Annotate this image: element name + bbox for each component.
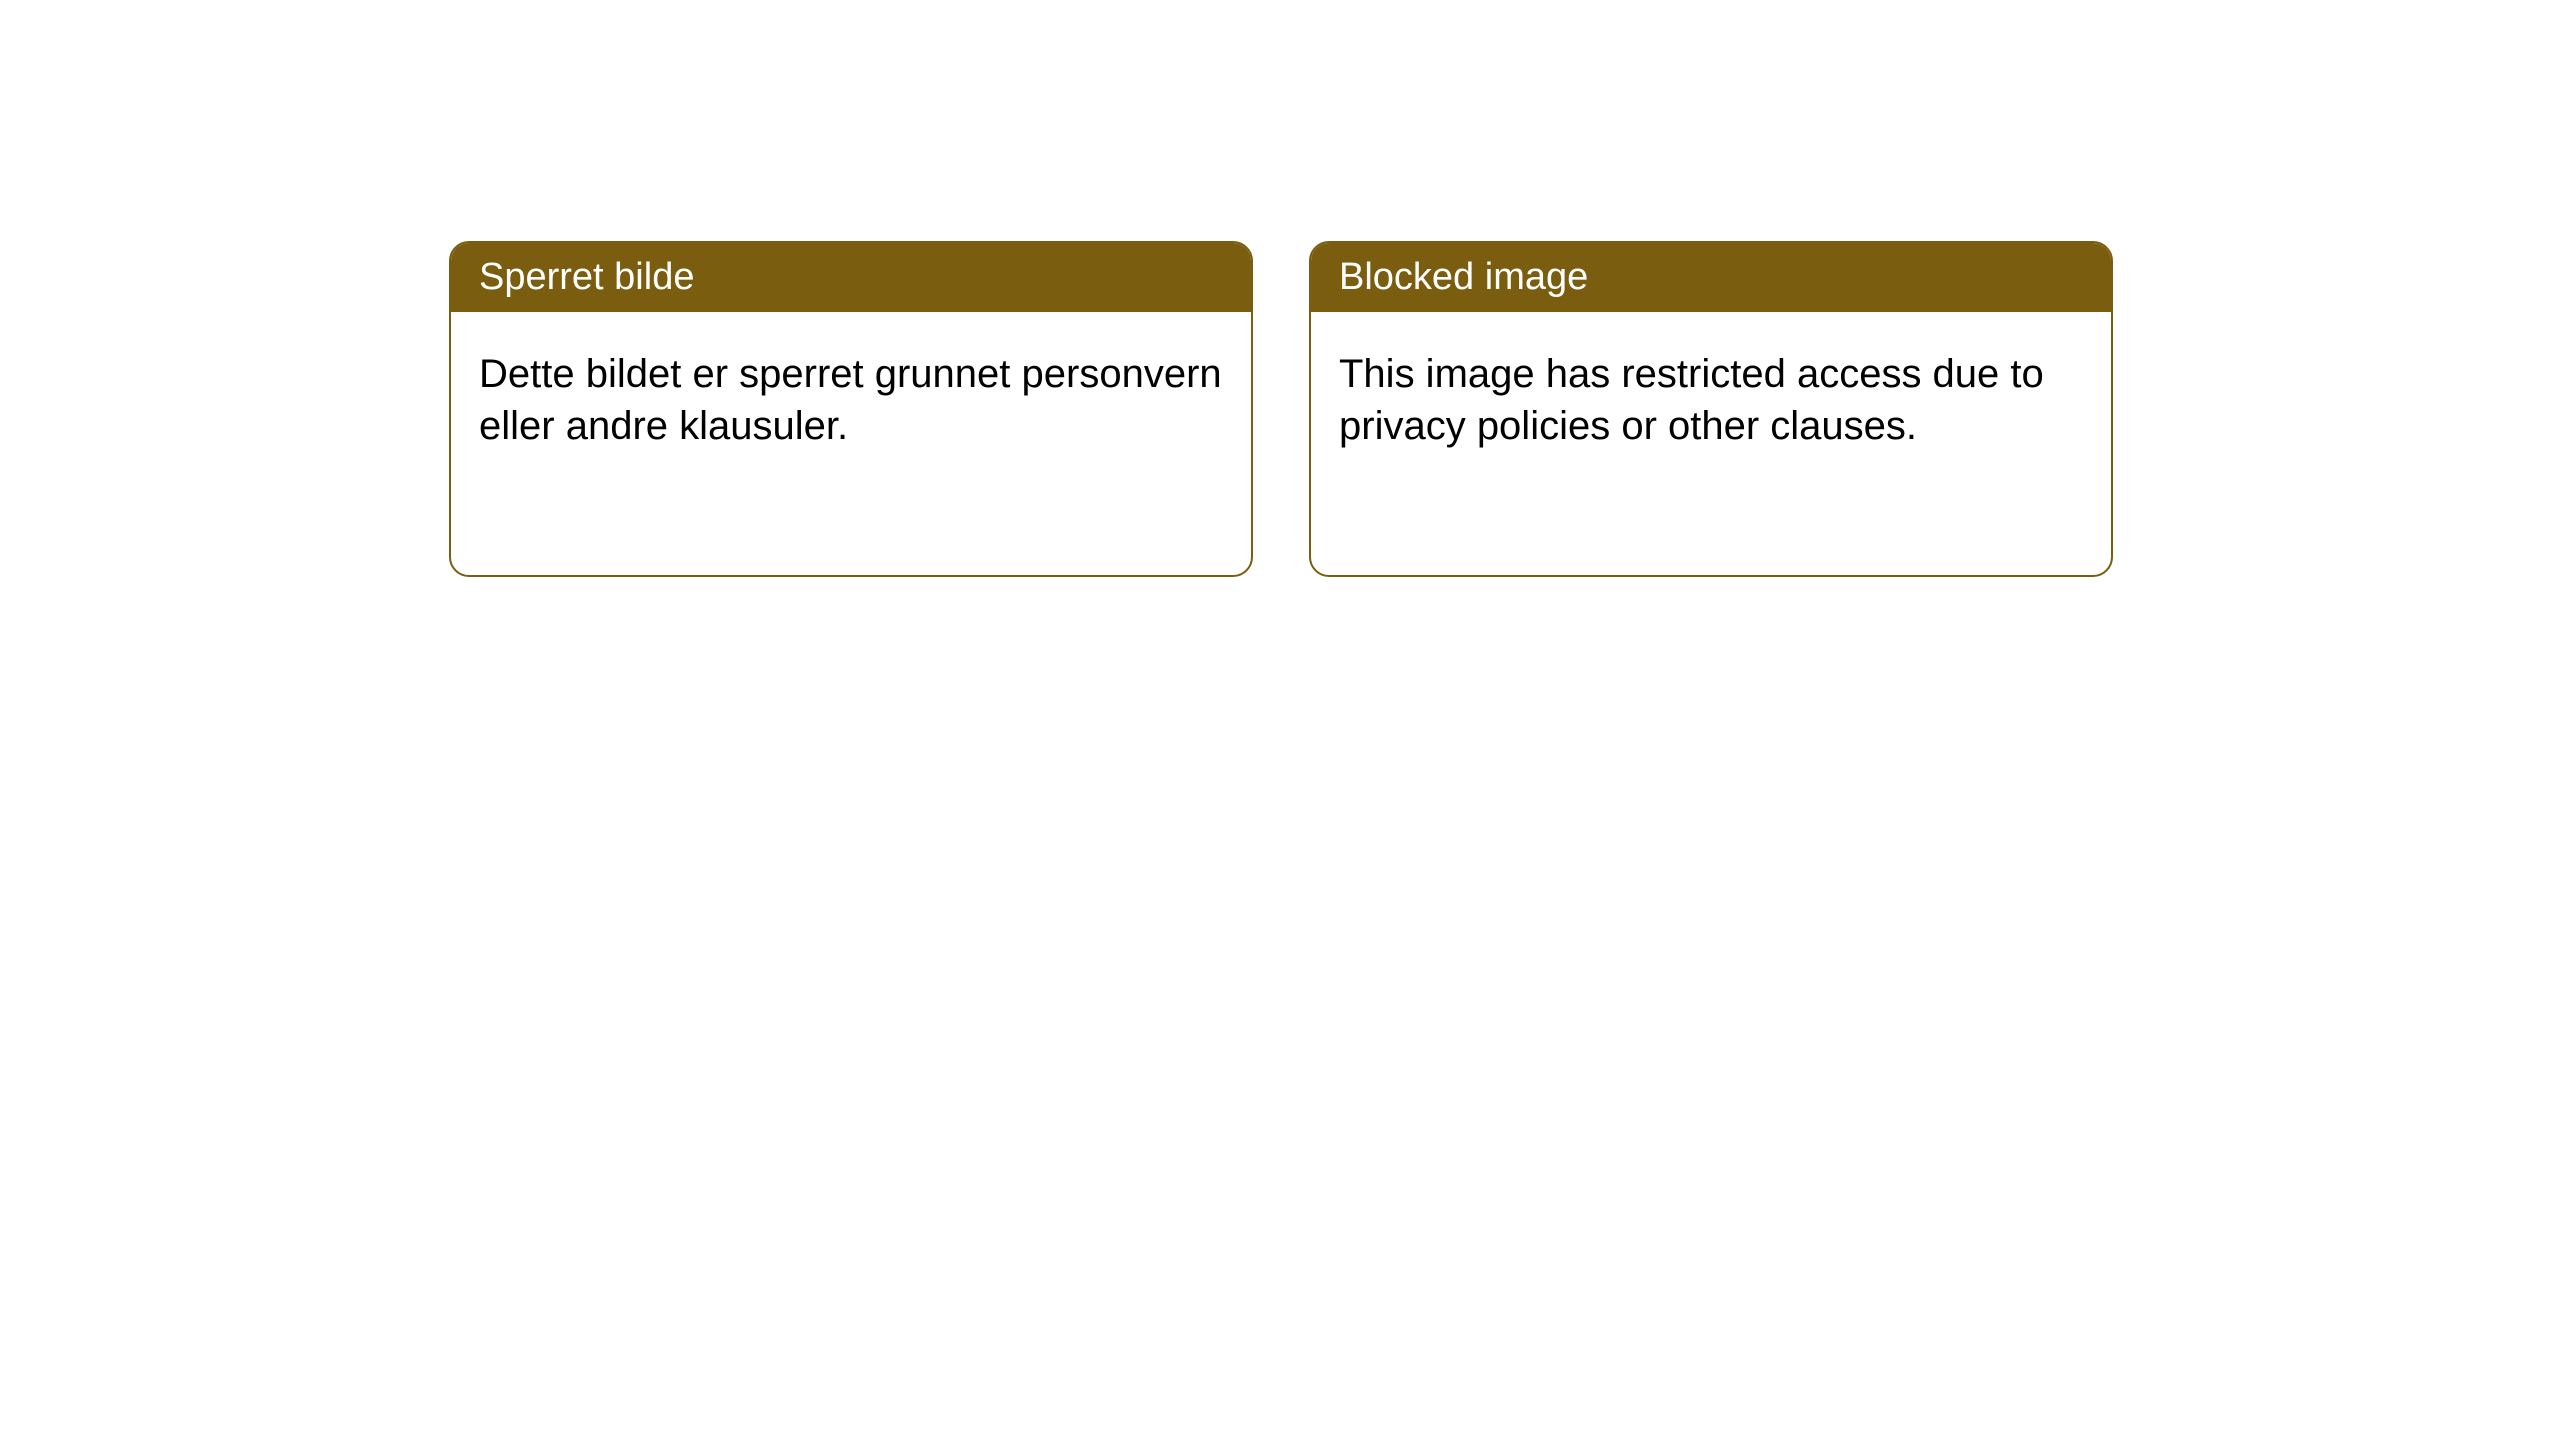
notice-body: Dette bildet er sperret grunnet personve…	[451, 312, 1251, 488]
notice-card-english: Blocked image This image has restricted …	[1309, 241, 2113, 577]
notice-title: Sperret bilde	[451, 243, 1251, 312]
notice-card-norwegian: Sperret bilde Dette bildet er sperret gr…	[449, 241, 1253, 577]
notice-body: This image has restricted access due to …	[1311, 312, 2111, 488]
notice-title: Blocked image	[1311, 243, 2111, 312]
notice-container: Sperret bilde Dette bildet er sperret gr…	[0, 0, 2560, 577]
